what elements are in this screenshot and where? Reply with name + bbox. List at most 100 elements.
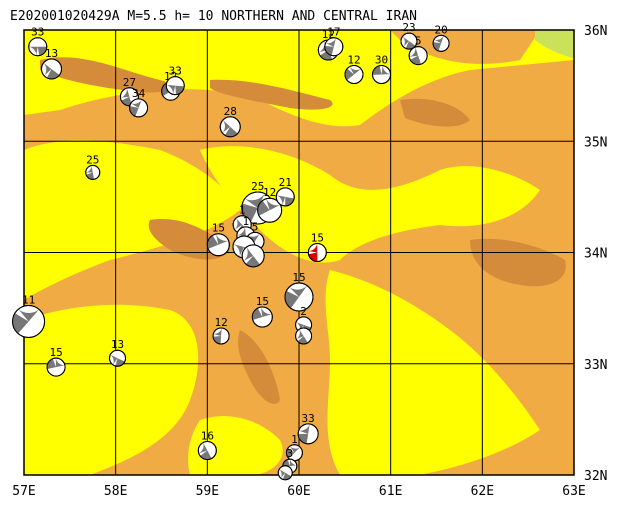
- beachball-outline: [324, 37, 344, 57]
- focal-mechanism: 15: [251, 295, 273, 328]
- depth-label: 15: [311, 232, 324, 245]
- beachball-quadrant: [130, 99, 142, 108]
- beachball-quadrant: [110, 354, 118, 365]
- beachball-quadrant: [233, 244, 244, 257]
- beachball-outline: [41, 58, 62, 80]
- depth-label: 1: [243, 215, 250, 228]
- terrain-plateau-southwest: [188, 416, 283, 475]
- longitude-tick-label: 60E: [287, 484, 310, 499]
- beachball-quadrant: [349, 66, 361, 75]
- beachball-quadrant: [224, 126, 238, 137]
- beachball-quadrant: [261, 307, 272, 318]
- beachball-outline: [432, 34, 450, 52]
- beachball-quadrant: [372, 65, 382, 75]
- beachball-outline: [284, 282, 314, 312]
- focal-mechanism: 15: [206, 222, 230, 257]
- beachball-quadrant: [266, 198, 281, 211]
- depth-label: 33: [302, 412, 315, 425]
- beachball-quadrant: [289, 459, 297, 467]
- focal-mechanism: 15: [307, 232, 327, 262]
- beachball-quadrant: [198, 442, 208, 454]
- beachball-quadrant: [222, 120, 231, 133]
- beachball-quadrant: [434, 35, 444, 44]
- depth-label: 21: [279, 176, 292, 189]
- beachball-outline: [241, 244, 265, 268]
- depth-label: 11: [22, 293, 35, 306]
- longitude-tick-label: 61E: [379, 484, 402, 499]
- beachball-quadrant: [285, 290, 299, 309]
- beachball-quadrant: [325, 37, 337, 47]
- beachball-quadrant: [120, 88, 130, 98]
- beachball-quadrant: [85, 165, 93, 173]
- beachball-quadrant: [245, 255, 260, 267]
- depth-label: 30: [375, 54, 388, 67]
- beachball-quadrant: [297, 335, 308, 344]
- beachball-quadrant: [46, 68, 60, 79]
- beachball-quadrant: [308, 243, 318, 253]
- beachball-quadrant: [285, 196, 295, 206]
- focal-mechanism: 16: [197, 430, 217, 461]
- focal-mechanism: 33: [28, 26, 48, 57]
- depth-label: 12: [347, 54, 360, 67]
- longitude-tick-label: 57E: [12, 484, 35, 499]
- beachball-quadrant: [207, 235, 219, 249]
- beachball-quadrant: [409, 47, 419, 57]
- beachball-quadrant: [402, 36, 409, 47]
- beachball-quadrant: [298, 423, 310, 434]
- longitude-labels: 57E 58E 59E 60E 61E 62E 63E: [12, 484, 585, 499]
- terrain-plateau-west: [24, 304, 199, 475]
- beachball-outline: [275, 187, 295, 207]
- terrain-plateau-east: [325, 270, 540, 475]
- beachball-quadrant: [282, 459, 290, 467]
- beachball-quadrant: [200, 450, 212, 460]
- depth-label: 13: [45, 47, 58, 60]
- longitude-tick-label: 63E: [562, 484, 585, 499]
- beachball-quadrant: [257, 200, 270, 216]
- longitude-tick-label: 62E: [471, 484, 494, 499]
- depth-label: 15: [212, 222, 225, 235]
- beachball-quadrant: [279, 469, 286, 479]
- focal-mechanism: 23: [400, 21, 418, 50]
- longitude-tick-label: 58E: [104, 484, 127, 499]
- beachball-outline: [408, 46, 428, 66]
- depth-label: 16: [201, 430, 214, 443]
- depth-label: 34: [132, 87, 146, 100]
- focal-mechanism: 11: [12, 293, 46, 338]
- focal-mechanism: [277, 465, 293, 481]
- beachball-outline: [12, 304, 46, 338]
- beachball-outline: [251, 306, 273, 328]
- beachball-quadrant: [43, 62, 52, 76]
- depth-label: 25: [86, 153, 99, 166]
- focal-mechanism: 33: [165, 65, 185, 96]
- beachball-quadrant: [216, 233, 229, 245]
- latitude-tick-label: 36N: [584, 24, 607, 39]
- depth-label: 33: [31, 26, 44, 39]
- latitude-tick-label: 34N: [584, 247, 607, 262]
- beachball-quadrant: [324, 46, 334, 56]
- beachball-quadrant: [234, 218, 243, 230]
- beachball-quadrant: [236, 226, 246, 236]
- beachball-quadrant: [405, 41, 416, 50]
- focal-mechanism: 15: [284, 271, 314, 312]
- latitude-tick-label: 33N: [584, 358, 607, 373]
- beachball-outline: [197, 441, 217, 461]
- beachball-outline: [85, 164, 101, 180]
- beachball-outline: [212, 327, 230, 345]
- terrain-plateau-central: [200, 146, 540, 263]
- beachball-quadrant: [433, 42, 442, 51]
- depth-label: 5: [252, 220, 259, 233]
- depth-label: 27: [123, 76, 136, 89]
- beachball-quadrant: [296, 329, 304, 340]
- beachball-quadrant: [308, 252, 318, 262]
- beachball-outline: [400, 32, 418, 50]
- beachball-quadrant: [289, 446, 301, 453]
- depth-label: 1: [239, 204, 246, 217]
- focal-mechanism: 12: [257, 186, 283, 223]
- focal-mechanism: 34: [129, 87, 149, 118]
- beachball-quadrant: [37, 46, 47, 56]
- focal-mechanism: 33: [297, 412, 319, 445]
- beachball-outline: [277, 465, 293, 481]
- beachball-quadrant: [55, 358, 65, 368]
- focal-mechanism: 30: [372, 54, 391, 84]
